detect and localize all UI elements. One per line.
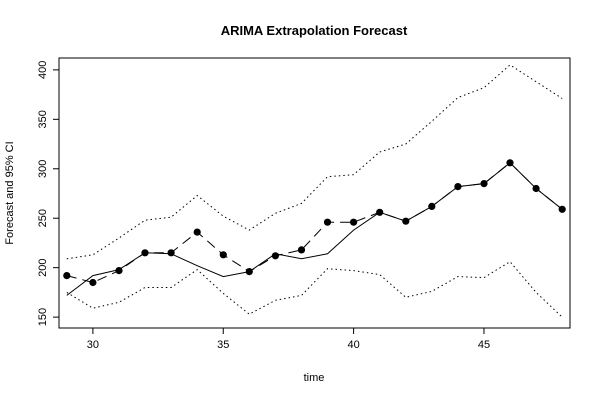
y-axis: 150 200 250 300 350 400: [37, 61, 59, 326]
y-tick-label: 300: [37, 160, 49, 178]
actual-point: [297, 246, 306, 254]
x-tick-label: 35: [217, 339, 229, 351]
actual-point: [323, 218, 332, 226]
actual-point: [271, 252, 279, 260]
y-axis-label: Forecast and 95% CI: [4, 141, 16, 244]
actual-point: [167, 249, 175, 257]
actual-point: [115, 267, 123, 275]
actual-point: [193, 228, 201, 236]
actual-point: [219, 251, 227, 259]
actual-point: [63, 272, 71, 280]
x-axis: 30 35 40 45: [87, 328, 490, 351]
chart-title: ARIMA Extrapolation Forecast: [221, 23, 408, 38]
actual-point: [454, 183, 462, 191]
actual-point: [402, 217, 410, 225]
x-tick-label: 30: [87, 339, 99, 351]
series-line-lower-95: [66, 261, 563, 318]
actual-point: [141, 249, 149, 257]
actual-point: [558, 205, 566, 213]
actual-point: [245, 268, 253, 276]
actual-point: [506, 159, 514, 167]
actual-point: [480, 180, 488, 188]
y-tick-label: 400: [37, 61, 49, 79]
series-line-upper-95: [66, 64, 563, 260]
actual-point: [89, 278, 97, 287]
actual-point: [532, 184, 540, 193]
actual-point: [376, 208, 384, 216]
y-tick-label: 150: [37, 308, 49, 326]
plot-frame: [58, 57, 571, 329]
y-tick-label: 200: [37, 258, 49, 276]
series-line-forecast: [66, 162, 563, 296]
y-tick-label: 250: [37, 209, 49, 227]
actual-point: [428, 202, 436, 210]
x-tick-label: 40: [347, 339, 359, 351]
x-axis-label: time: [304, 372, 325, 384]
x-tick-label: 45: [478, 339, 490, 351]
y-tick-label: 350: [37, 110, 49, 128]
actual-point: [350, 218, 358, 226]
series-layer: [63, 64, 566, 318]
